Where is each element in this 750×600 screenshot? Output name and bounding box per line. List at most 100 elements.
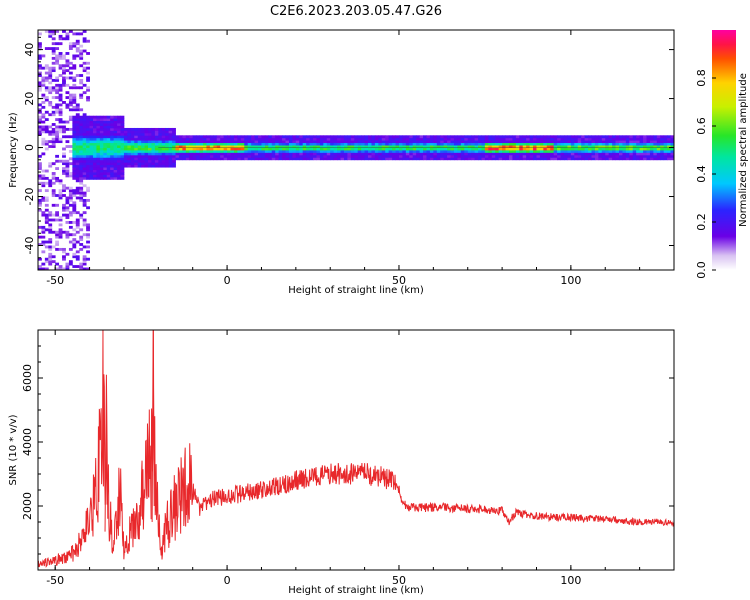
spectrogram-cell [484,145,489,148]
spectrogram-cell [175,145,180,148]
spectrogram-cell [148,159,152,163]
spectrogram-cell [615,140,620,144]
spectrogram-cell [103,169,108,173]
spectrogram-cell [601,154,606,158]
spectrogram-cell [426,142,431,146]
spectrogram-cell [639,145,644,148]
spectrogram-cell [563,147,568,151]
spectrogram-cell [65,267,70,271]
spectrogram-cell [196,137,200,141]
spectrogram-cell [450,154,455,158]
spectrogram-cell [374,137,379,141]
spectrogram-cell [86,245,90,249]
spectrogram-cell [343,157,348,161]
spectrogram-cell [165,140,170,144]
spectrogram-cell [563,150,568,153]
spectrogram-cell [51,130,56,134]
spectrogram-cell [636,154,641,158]
spectrogram-cell [240,150,245,153]
spectrogram-cell [543,135,548,139]
spectrogram-cell [646,140,651,144]
spectrogram-cell [553,142,558,146]
spectrogram-cell [447,145,451,148]
spectrogram-cell [247,147,252,151]
spectrogram-cell [41,101,46,104]
spectrogram-cell [388,147,393,151]
spectrogram-cell [86,86,90,90]
spectrogram-cell [161,127,166,131]
spectrogram-cell [563,157,568,161]
spectrogram-cell [295,147,300,151]
spectrogram-cell [75,39,80,43]
spectrogram-cell [58,230,63,234]
spectrogram-cell [130,142,135,146]
spectrogram-cell [416,152,420,156]
spectrogram-cell [79,196,84,200]
spectrogram-cell [660,147,665,151]
spectrogram-cell [629,154,634,158]
spectrogram-cell [192,150,197,153]
spectrogram-cell [254,157,259,161]
spectrogram-cell [646,157,651,161]
spectrogram-y-tick-label: -40 [23,237,36,255]
spectrogram-cell [216,150,221,153]
spectrogram-cell [51,189,56,193]
spectrogram-cell [347,137,352,141]
spectrogram-cell [491,137,496,141]
spectrogram-cell [423,135,427,139]
spectrogram-cell [519,140,524,144]
spectrogram-cell [529,142,534,146]
spectrogram-cell [175,137,180,141]
spectrogram-cell [103,123,108,126]
spectrogram-cell [612,157,616,161]
spectrogram-cell [416,140,420,144]
spectrogram-cell [82,184,87,188]
spectrogram-cell [237,147,242,151]
spectrogram-cell [93,145,97,148]
spectrogram-cell [185,157,190,161]
spectrogram-cell [168,157,173,161]
spectrogram-cell [58,235,63,239]
spectrogram-cell [515,154,520,158]
spectrogram-cell [99,140,104,144]
spectrogram-cell [522,147,527,151]
spectrogram-cell [237,157,242,161]
spectrogram-cell [72,96,77,99]
spectrogram-cell [103,127,108,131]
spectrogram-cell [553,140,558,144]
snr-y-axis-label: SNR (10 * v/v) [8,414,19,485]
spectrogram-cell [41,83,46,87]
spectrogram-cell [636,145,641,148]
spectrogram-cell [55,176,60,180]
spectrogram-cell [172,154,176,158]
spectrogram-cell [79,238,84,242]
spectrogram-cell [58,228,63,232]
spectrogram-cell [326,142,331,146]
spectrogram-cell [113,176,118,180]
spectrogram-cell [533,137,537,141]
spectrogram-cell [481,135,486,139]
spectrogram-cell [244,137,249,141]
spectrogram-cell [127,154,132,158]
spectrogram-cell [158,159,163,163]
spectrogram-cell [72,265,77,268]
spectrogram-cell [663,142,668,146]
spectrogram-cell [68,98,73,102]
spectrogram-cell [515,142,520,146]
spectrogram-cell [398,150,403,153]
spectrogram-cell [495,157,500,161]
spectrogram-cell [161,150,166,153]
spectrogram-cell [51,176,56,180]
spectrogram-cell [326,145,331,148]
spectrogram-cell [137,140,142,144]
spectrogram-frame [37,29,675,271]
spectrogram-cell [51,32,56,36]
spectrogram-cell [72,240,77,244]
spectrogram-cell [471,154,476,158]
spectrogram-cell [268,150,273,153]
spectrogram-cell [106,135,111,139]
spectrogram-cell [247,135,252,139]
spectrogram-cell [48,228,53,232]
spectrogram-cell [79,179,84,183]
spectrogram-cell [58,54,63,58]
